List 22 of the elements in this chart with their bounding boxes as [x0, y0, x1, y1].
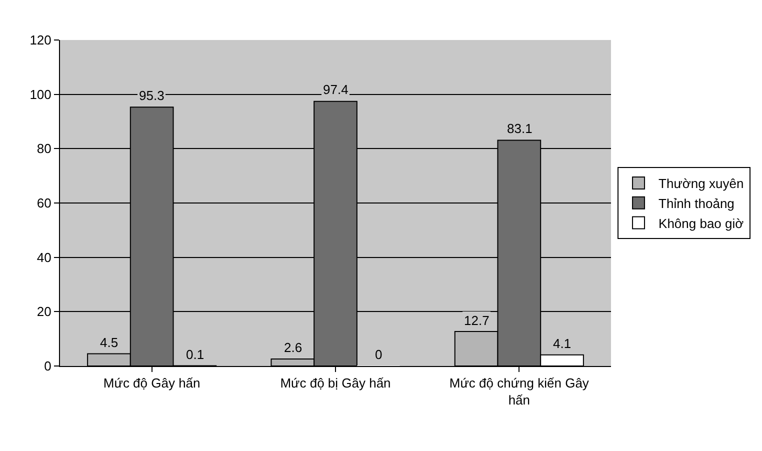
y-tick-label: 0: [44, 358, 52, 374]
legend-label: Không bao giờ: [658, 216, 744, 231]
data-label: 4.1: [553, 336, 572, 351]
y-tick-label: 20: [36, 304, 52, 320]
x-tick-label: Mức độ bị Gây hấn: [280, 376, 391, 391]
data-label: 83.1: [507, 121, 532, 136]
data-label: 0.1: [186, 347, 204, 362]
y-tick-label: 100: [30, 86, 52, 102]
data-label: 97.4: [323, 82, 348, 97]
data-label: 12.7: [464, 313, 490, 328]
y-tick-label: 120: [30, 32, 52, 48]
y-tick-label: 60: [36, 196, 52, 211]
y-tick-label: 40: [36, 250, 52, 265]
data-label: 95.3: [139, 88, 164, 103]
y-tick-label: 80: [36, 141, 52, 156]
x-tick-label: Mức độ Gây hấn: [103, 376, 200, 391]
data-label: 2.6: [284, 340, 302, 355]
x-tick-label: Mức độ chứng kiến Gây hấn: [449, 376, 590, 408]
legend-label: Thường xuyên: [658, 176, 744, 192]
data-label: 4.5: [100, 335, 118, 350]
legend-label: Thỉnh thoảng: [658, 196, 734, 211]
data-label: 0: [375, 347, 382, 362]
